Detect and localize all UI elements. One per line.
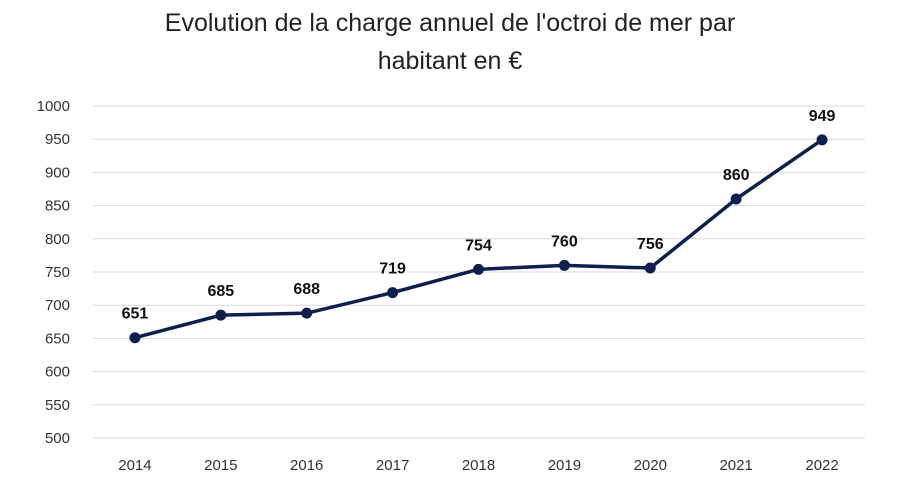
y-tick-label-600: 600 bbox=[45, 364, 70, 381]
y-tick-label-900: 900 bbox=[45, 164, 70, 181]
x-tick-label-2022: 2022 bbox=[805, 457, 838, 474]
x-axis-tick-labels: 2014 2015 2016 2017 2018 2019 2020 2021 2022 bbox=[118, 457, 838, 474]
y-axis-tick-labels: 500 550 600 650 700 750 800 850 900 950 1000 bbox=[37, 98, 70, 447]
x-tick-label-2018: 2018 bbox=[462, 457, 495, 474]
data-point-2020 bbox=[644, 262, 656, 274]
data-point-2019 bbox=[558, 259, 570, 271]
x-tick-label-2016: 2016 bbox=[290, 457, 323, 474]
data-point-2022 bbox=[816, 134, 828, 146]
data-point-2016 bbox=[301, 307, 313, 319]
chart-title: Evolution de la charge annuel de l'octro… bbox=[0, 4, 900, 80]
y-gridlines bbox=[92, 105, 865, 439]
data-label-2021: 860 bbox=[723, 167, 750, 184]
data-label-2020: 756 bbox=[637, 236, 664, 253]
data-label-2016: 688 bbox=[293, 281, 320, 298]
y-tick-label-800: 800 bbox=[45, 231, 70, 248]
x-tick-label-2019: 2019 bbox=[548, 457, 581, 474]
y-tick-label-650: 650 bbox=[45, 330, 70, 347]
data-label-2015: 685 bbox=[207, 283, 234, 300]
y-tick-label-750: 750 bbox=[45, 264, 70, 281]
x-tick-label-2015: 2015 bbox=[204, 457, 237, 474]
data-label-2014: 651 bbox=[122, 306, 149, 323]
data-points bbox=[129, 134, 828, 344]
data-point-2017 bbox=[387, 287, 399, 299]
y-tick-label-1000: 1000 bbox=[37, 98, 70, 115]
y-tick-label-700: 700 bbox=[45, 297, 70, 314]
chart-title-line-1: Evolution de la charge annuel de l'octro… bbox=[164, 9, 736, 37]
data-labels: 651 685 688 719 754 760 756 860 949 bbox=[122, 108, 836, 323]
y-tick-label-850: 850 bbox=[45, 198, 70, 215]
y-tick-label-950: 950 bbox=[45, 131, 70, 148]
y-tick-label-550: 550 bbox=[45, 397, 70, 414]
data-label-2017: 719 bbox=[379, 261, 406, 278]
data-label-2018: 754 bbox=[465, 237, 492, 254]
chart-title-line-2: habitant en € bbox=[377, 47, 523, 75]
data-point-2015 bbox=[215, 309, 227, 321]
data-point-2021 bbox=[730, 193, 742, 205]
data-label-2022: 949 bbox=[809, 108, 836, 125]
data-label-2019: 760 bbox=[551, 233, 578, 250]
x-tick-label-2020: 2020 bbox=[634, 457, 667, 474]
y-tick-label-500: 500 bbox=[45, 430, 70, 447]
x-tick-label-2014: 2014 bbox=[118, 457, 151, 474]
x-tick-label-2021: 2021 bbox=[719, 457, 752, 474]
data-point-2014 bbox=[129, 332, 141, 344]
x-tick-label-2017: 2017 bbox=[376, 457, 409, 474]
data-point-2018 bbox=[473, 263, 484, 275]
